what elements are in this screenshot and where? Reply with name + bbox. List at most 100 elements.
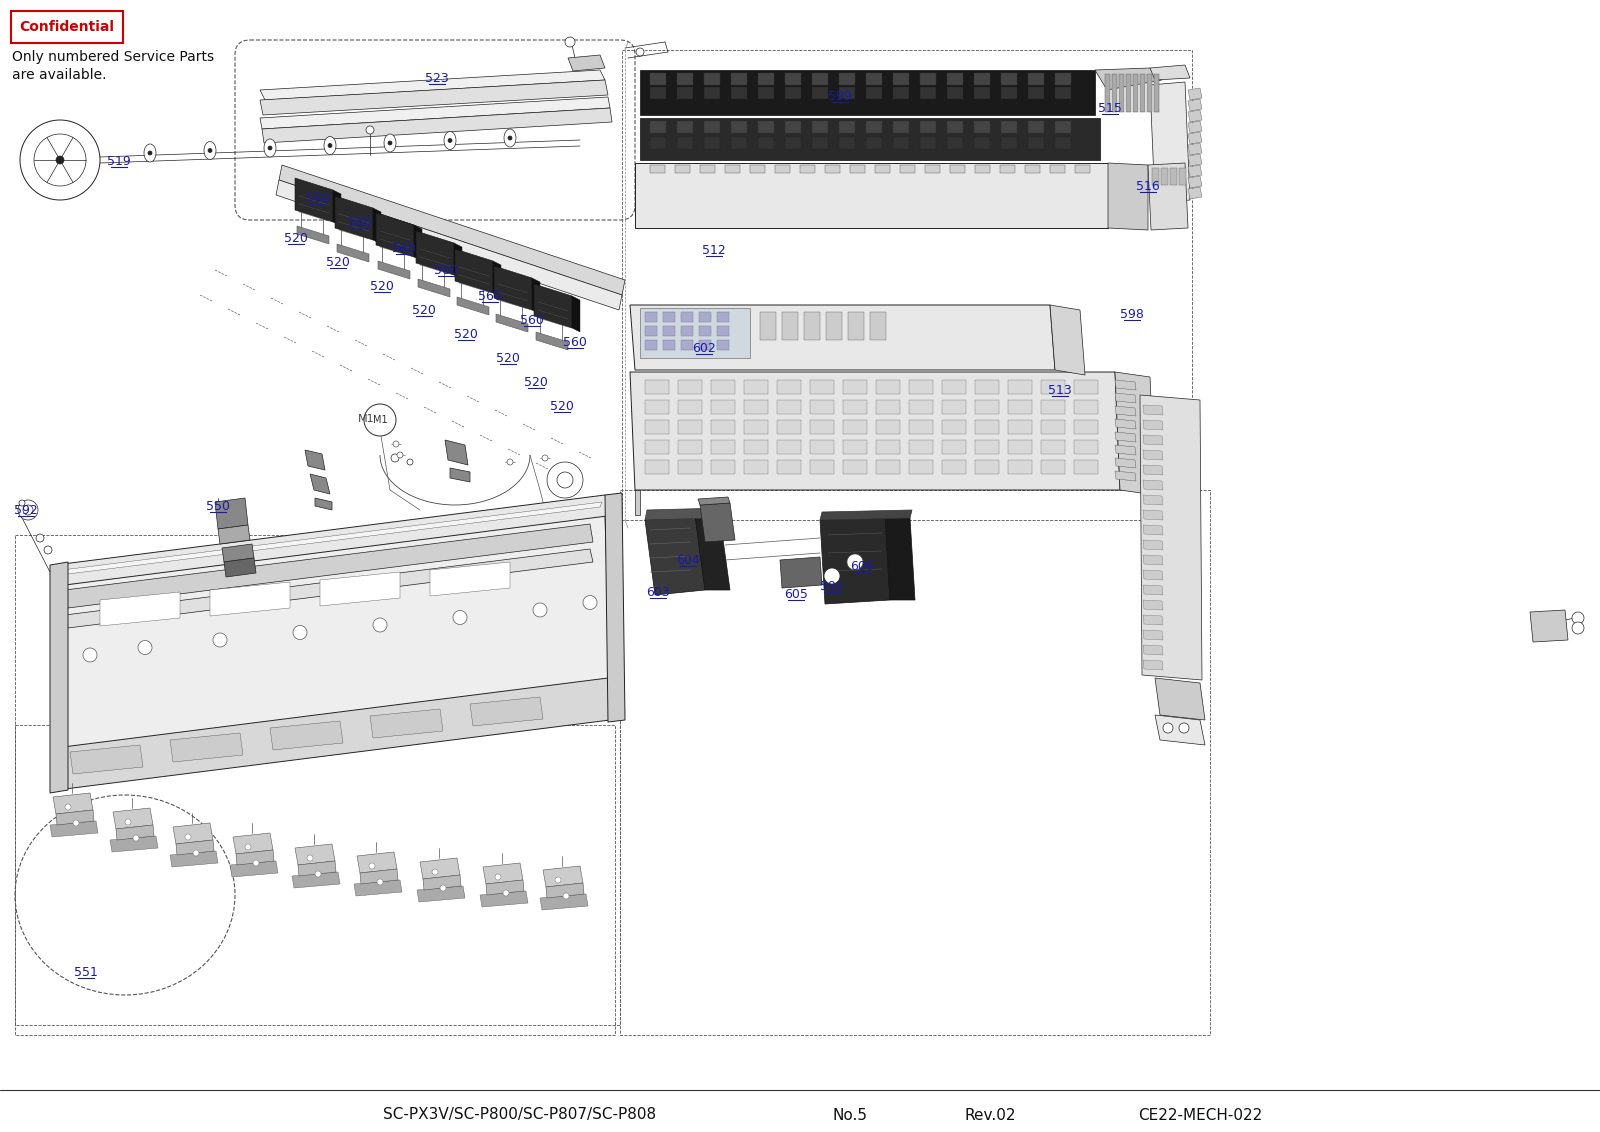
Polygon shape xyxy=(1027,121,1043,132)
Polygon shape xyxy=(1002,137,1018,149)
Polygon shape xyxy=(843,420,867,434)
Circle shape xyxy=(22,505,34,515)
Text: 606: 606 xyxy=(850,560,874,573)
Ellipse shape xyxy=(504,129,515,147)
Circle shape xyxy=(35,534,45,542)
Polygon shape xyxy=(1187,88,1202,100)
Circle shape xyxy=(846,554,862,571)
Circle shape xyxy=(19,500,26,506)
Polygon shape xyxy=(650,165,666,173)
Polygon shape xyxy=(1115,458,1136,468)
Polygon shape xyxy=(1187,175,1202,188)
Polygon shape xyxy=(1142,585,1163,595)
Polygon shape xyxy=(645,420,669,434)
Polygon shape xyxy=(99,592,179,626)
Text: 560: 560 xyxy=(434,264,458,277)
Polygon shape xyxy=(694,515,730,590)
Polygon shape xyxy=(786,137,802,149)
Polygon shape xyxy=(974,87,990,98)
Polygon shape xyxy=(704,121,720,132)
Bar xyxy=(622,50,1192,520)
Polygon shape xyxy=(645,508,722,520)
Polygon shape xyxy=(717,326,730,336)
Polygon shape xyxy=(786,72,802,85)
Polygon shape xyxy=(782,312,798,340)
Polygon shape xyxy=(414,225,422,261)
Polygon shape xyxy=(1074,460,1098,474)
Polygon shape xyxy=(237,850,274,865)
Polygon shape xyxy=(278,165,626,295)
Polygon shape xyxy=(416,231,454,275)
Ellipse shape xyxy=(264,139,277,157)
Polygon shape xyxy=(1187,154,1202,166)
Polygon shape xyxy=(810,420,834,434)
Circle shape xyxy=(186,834,190,840)
Polygon shape xyxy=(1150,82,1190,203)
Polygon shape xyxy=(430,561,510,597)
Text: 519: 519 xyxy=(107,155,131,168)
Polygon shape xyxy=(66,549,594,628)
Polygon shape xyxy=(677,137,693,149)
Text: Rev.02: Rev.02 xyxy=(965,1107,1016,1123)
Polygon shape xyxy=(1187,165,1202,177)
Polygon shape xyxy=(682,312,693,321)
Text: 520: 520 xyxy=(496,352,520,365)
Polygon shape xyxy=(494,266,531,310)
Polygon shape xyxy=(1142,405,1163,415)
Polygon shape xyxy=(170,734,243,762)
Polygon shape xyxy=(838,121,854,132)
Polygon shape xyxy=(536,332,568,350)
Circle shape xyxy=(542,455,547,461)
Polygon shape xyxy=(1142,451,1163,460)
Polygon shape xyxy=(843,440,867,454)
Circle shape xyxy=(56,156,64,164)
Bar xyxy=(14,535,621,1024)
Polygon shape xyxy=(315,498,333,511)
Polygon shape xyxy=(909,400,933,414)
Polygon shape xyxy=(1150,65,1190,80)
Polygon shape xyxy=(805,312,819,340)
Polygon shape xyxy=(259,97,610,129)
Polygon shape xyxy=(760,312,776,340)
Polygon shape xyxy=(810,380,834,394)
Polygon shape xyxy=(920,72,936,85)
Circle shape xyxy=(19,120,99,200)
Text: 605: 605 xyxy=(784,588,808,601)
Circle shape xyxy=(373,618,387,632)
Polygon shape xyxy=(819,511,912,520)
Polygon shape xyxy=(234,833,274,854)
Circle shape xyxy=(555,877,562,883)
Polygon shape xyxy=(1115,471,1136,481)
Polygon shape xyxy=(974,460,998,474)
Polygon shape xyxy=(1147,74,1152,112)
Polygon shape xyxy=(1054,121,1070,132)
Ellipse shape xyxy=(205,142,216,160)
Circle shape xyxy=(74,820,78,826)
Polygon shape xyxy=(1050,305,1085,375)
Polygon shape xyxy=(947,137,963,149)
Polygon shape xyxy=(781,557,822,588)
Polygon shape xyxy=(270,721,342,751)
Bar xyxy=(621,490,1210,1035)
Polygon shape xyxy=(893,87,909,98)
Polygon shape xyxy=(813,121,829,132)
Polygon shape xyxy=(54,495,614,585)
Circle shape xyxy=(509,136,512,140)
Circle shape xyxy=(66,804,70,811)
Text: 550: 550 xyxy=(206,500,230,513)
Polygon shape xyxy=(758,72,774,85)
Polygon shape xyxy=(1142,615,1163,625)
Polygon shape xyxy=(1115,372,1155,495)
Circle shape xyxy=(547,462,582,498)
Polygon shape xyxy=(1054,87,1070,98)
Polygon shape xyxy=(710,460,734,474)
Polygon shape xyxy=(866,72,882,85)
Polygon shape xyxy=(662,312,675,321)
Polygon shape xyxy=(974,165,990,173)
Polygon shape xyxy=(942,400,966,414)
Polygon shape xyxy=(1054,137,1070,149)
Polygon shape xyxy=(1115,419,1136,429)
Text: 520: 520 xyxy=(525,376,547,389)
Polygon shape xyxy=(920,121,936,132)
Polygon shape xyxy=(744,440,768,454)
